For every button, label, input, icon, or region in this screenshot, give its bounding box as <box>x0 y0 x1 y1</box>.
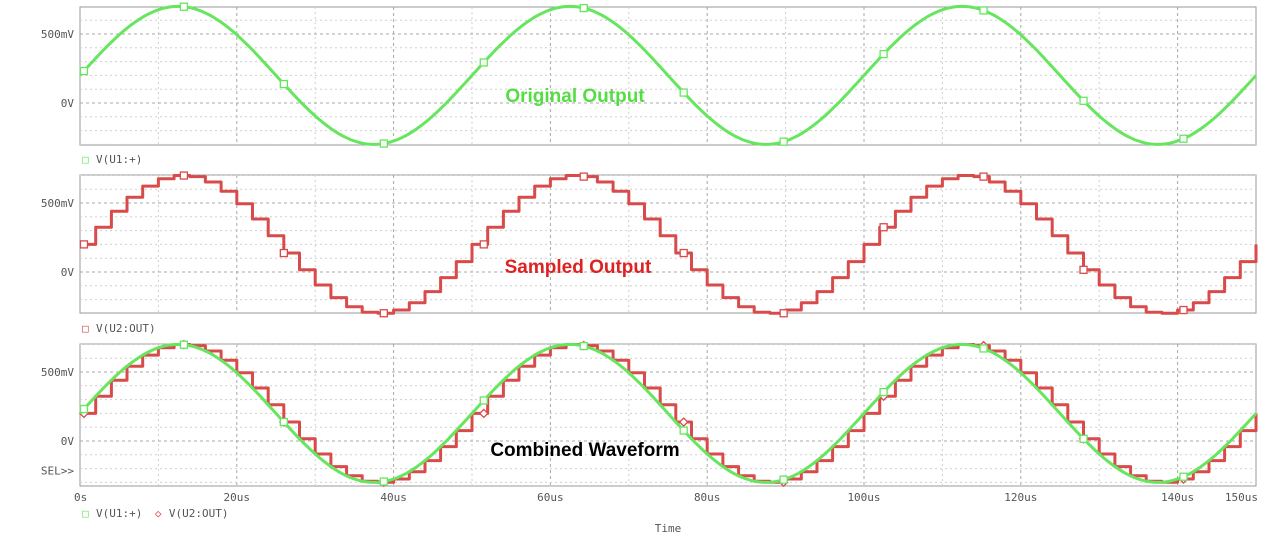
data-point-marker <box>579 172 588 181</box>
data-point-marker <box>1179 472 1188 481</box>
x-axis: 0s 20us 40us 60us 80us 100us 120us 140us 150us <box>74 491 1258 504</box>
data-point-marker <box>79 240 89 249</box>
x-tick-label: 140us <box>1161 491 1194 504</box>
combined-waveform-plot: 500mV 0V SEL>> Combined Waveform □ V(U1:+) ◇ V(… <box>41 339 1258 520</box>
data-point-marker <box>479 58 488 67</box>
series-line <box>80 174 1258 315</box>
data-point-marker <box>979 344 988 353</box>
data-point-marker <box>879 49 888 59</box>
data-point-marker <box>79 404 89 414</box>
y-tick-label: 0V <box>61 435 75 448</box>
data-point-marker <box>279 248 288 258</box>
original-output-plot: 500mV 0V Original Output □ V(U1:+) <box>41 2 1258 166</box>
data-point-marker <box>279 417 288 427</box>
x-tick-label: 60us <box>537 491 564 504</box>
data-point-marker <box>1079 265 1088 274</box>
y-tick-label: 500mV <box>41 197 74 210</box>
y-tick-label: 0V <box>61 266 75 279</box>
x-tick-label: 0s <box>74 491 87 504</box>
data-point-marker <box>779 475 788 484</box>
legend-label: V(U1:+) <box>96 507 142 520</box>
diamond-marker-icon: ◇ <box>155 507 162 520</box>
series-v-u2-out- <box>79 171 1258 318</box>
panel-annotation: Sampled Output <box>505 257 652 278</box>
legend-label: V(U2:OUT) <box>169 507 229 520</box>
data-point-marker <box>479 240 488 249</box>
series-v-u1- <box>78 340 1258 486</box>
y-tick-label: SEL>> <box>41 465 74 478</box>
sampled-output-plot: 500mV 0V Sampled Output □ V(U2:OUT) <box>41 171 1258 335</box>
x-tick-label: 20us <box>224 491 251 504</box>
data-point-marker <box>678 417 689 427</box>
data-point-marker <box>779 309 788 318</box>
data-point-marker <box>179 171 189 180</box>
data-point-marker <box>579 3 588 13</box>
series-line <box>80 343 1258 484</box>
y-tick-label: 0V <box>61 97 75 110</box>
data-point-marker <box>879 387 888 397</box>
data-point-marker <box>379 139 388 148</box>
x-axis-label: Time <box>655 522 682 535</box>
data-point-marker <box>179 340 189 349</box>
legend-label: V(U2:OUT) <box>96 322 156 335</box>
series-line <box>78 342 1258 484</box>
x-tick-label: 100us <box>847 491 880 504</box>
data-point-marker <box>1179 134 1188 143</box>
x-tick-label: 120us <box>1004 491 1037 504</box>
data-point-marker <box>679 426 688 435</box>
x-tick-label: 80us <box>694 491 721 504</box>
x-tick-label: 40us <box>380 491 407 504</box>
data-point-marker <box>379 477 388 486</box>
square-marker-icon: □ <box>82 507 89 520</box>
series-v-u1- <box>78 2 1258 148</box>
square-marker-icon: □ <box>82 153 89 166</box>
panel-annotation: Original Output <box>505 86 645 107</box>
y-tick-label: 500mV <box>41 28 74 41</box>
data-point-marker <box>679 248 688 258</box>
data-point-marker <box>1079 434 1088 443</box>
data-point-marker <box>1079 96 1088 105</box>
data-point-marker <box>279 79 288 89</box>
data-point-marker <box>879 223 888 232</box>
y-tick-label: 500mV <box>41 366 74 379</box>
data-point-marker <box>79 66 89 76</box>
data-point-marker <box>379 309 388 318</box>
x-tick-label: 150us <box>1225 491 1258 504</box>
data-point-marker <box>679 88 688 97</box>
data-point-marker <box>579 341 588 351</box>
data-point-marker <box>479 396 488 405</box>
data-point-marker <box>779 137 788 146</box>
series-line <box>78 4 1258 146</box>
data-point-marker <box>478 408 489 419</box>
data-point-marker <box>179 2 189 11</box>
data-point-marker <box>979 6 988 15</box>
square-marker-icon: □ <box>82 322 89 335</box>
plot-panels: 500mV 0V Original Output □ V(U1:+) 500mV 0V Sam… <box>41 2 1258 520</box>
legend-label: V(U1:+) <box>96 153 142 166</box>
panel-annotation: Combined Waveform <box>490 440 679 461</box>
data-point-marker <box>979 172 988 181</box>
data-point-marker <box>1179 305 1188 315</box>
